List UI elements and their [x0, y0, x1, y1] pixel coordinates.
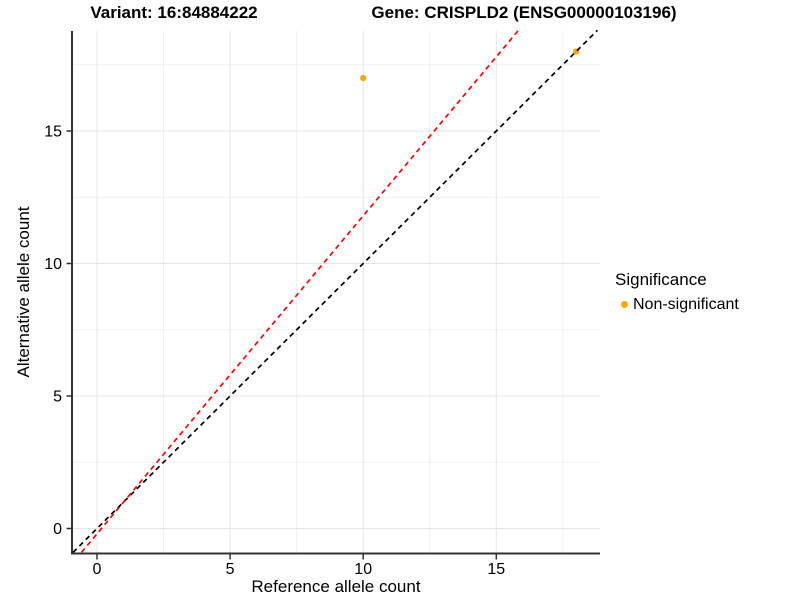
legend-item-label: Non-significant: [633, 296, 739, 313]
x-tick-label: 5: [226, 561, 235, 578]
legend-title: Significance: [615, 270, 707, 289]
y-tick-label: 10: [44, 256, 62, 273]
y-tick-label: 15: [44, 124, 62, 141]
x-axis-title: Reference allele count: [251, 577, 421, 596]
x-tick-label: 0: [93, 561, 102, 578]
legend: Significance Non-significant: [615, 269, 800, 314]
non-significant-point-icon: [621, 301, 628, 308]
data-point: [360, 74, 367, 82]
variant-title: Variant: 16:84884222: [90, 3, 258, 22]
x-tick-label: 10: [354, 561, 372, 578]
gene-title: Gene: CRISPLD2 (ENSG00000103196): [371, 3, 677, 22]
fitted-ratio-reference-line: [80, 29, 520, 553]
x-tick-label: 15: [487, 561, 505, 578]
identity-reference-line: [72, 29, 599, 553]
y-tick-label: 0: [53, 521, 62, 538]
legend-item-non-significant: Non-significant: [615, 295, 800, 314]
y-axis-title: Alternative allele count: [14, 206, 33, 378]
y-tick-label: 5: [53, 389, 62, 406]
